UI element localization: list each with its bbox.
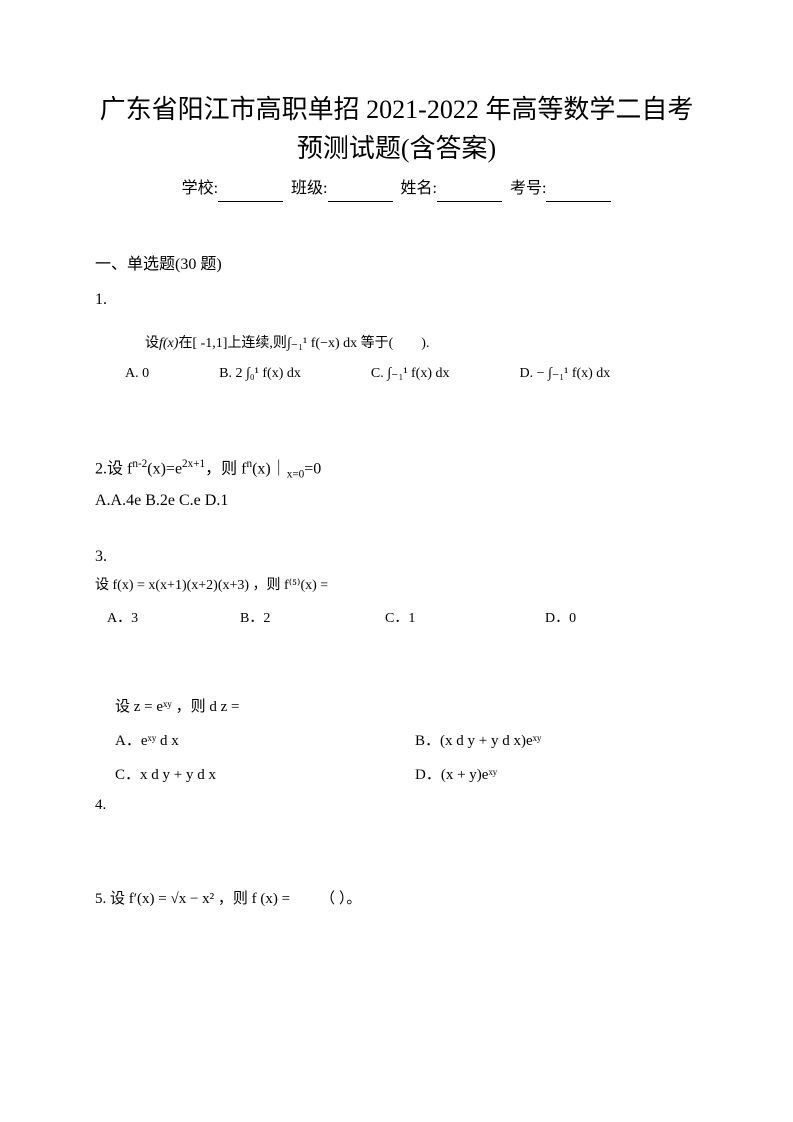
q4-number: 4. (95, 793, 698, 817)
name-label: 姓名: (401, 180, 437, 197)
q1-integral: ∫₋₁¹ f(−x) dx (287, 336, 357, 351)
q2-stem: 2.设 fn-2(x)=e2x+1，则 fn(x)｜x=0=0 (95, 456, 698, 484)
q5-number: 5. (95, 891, 106, 907)
q1-suffix: 等于( ). (361, 336, 430, 351)
q2-t1: 2.设 f (95, 460, 132, 477)
examno-blank (546, 186, 611, 202)
q1-stem: 设f(x)在[ -1,1]上连续,则∫₋₁¹ f(−x) dx 等于( ). (95, 333, 698, 355)
q1-options: A. 0 B. 2 ∫₀¹ f(x) dx C. ∫₋₁¹ f(x) dx D.… (95, 363, 698, 385)
q4-stem: 设 z = eˣʸ ，则 d z = (115, 695, 698, 719)
q2-sup2: 2x+1 (182, 458, 205, 470)
section-heading: 一、单选题(30 题) (95, 252, 698, 278)
school-blank (218, 186, 283, 202)
student-info-line: 学校: 班级: 姓名: 考号: (95, 176, 698, 202)
q3-option-b: B．2 (240, 608, 385, 630)
q3-number: 3. (95, 544, 698, 570)
page-title: 广东省阳江市高职单招 2021-2022 年高等数学二自考预测试题(含答案) (95, 90, 698, 168)
q2-block: 2.设 fn-2(x)=e2x+1，则 fn(x)｜x=0=0 A.A.4e B… (95, 456, 698, 514)
q4-option-b: B．(x d y + y d x)eˣʸ (415, 729, 541, 753)
q1-fx: f(x) (159, 336, 178, 351)
q1-option-b: B. 2 ∫₀¹ f(x) dx (219, 363, 301, 385)
school-label: 学校: (182, 180, 218, 197)
q2-t2: (x)=e (147, 460, 182, 477)
q2-options: A.A.4e B.2e C.e D.1 (95, 488, 698, 514)
q2-t4: (x)｜ (252, 460, 287, 477)
q4-option-d: D．(x + y)eˣʸ (415, 763, 497, 787)
q3-option-c: C．1 (385, 608, 545, 630)
q1-number: 1. (95, 287, 698, 313)
q3-option-a: A．3 (95, 608, 240, 630)
q3-block: 3. 设 f(x) = x(x+1)(x+2)(x+3) ，则 f⁽⁵⁾(x) … (95, 544, 698, 630)
q5-stem-a: 设 f′(x) = √x − x² ，则 f (x) = (110, 891, 290, 907)
q5-block: 5. 设 f′(x) = √x − x² ，则 f (x) = （ ）。 (95, 887, 698, 911)
q3-stem: 设 f(x) = x(x+1)(x+2)(x+3) ，则 f⁽⁵⁾(x) = (95, 575, 698, 597)
q2-t5: =0 (304, 460, 321, 477)
q5-stem-b: （ ）。 (320, 891, 361, 907)
q4-option-c: C．x d y + y d x (115, 763, 415, 787)
q1-prefix: 设 (145, 336, 159, 351)
q1-option-d: D. − ∫₋₁¹ f(x) dx (520, 363, 611, 385)
q3-option-d: D．0 (545, 608, 576, 630)
class-label: 班级: (291, 180, 327, 197)
q1-option-a: A. 0 (125, 363, 149, 385)
q2-t3: ，则 f (205, 460, 246, 477)
q4-option-a: A．eˣʸ d x (115, 729, 415, 753)
q1-option-c: C. ∫₋₁¹ f(x) dx (371, 363, 450, 385)
q1-mid: 在[ -1,1]上连续,则 (178, 336, 287, 351)
examno-label: 考号: (510, 180, 546, 197)
name-blank (437, 186, 502, 202)
q2-sup1: n-2 (132, 458, 147, 470)
q4-block: 设 z = eˣʸ ，则 d z = A．eˣʸ d x B．(x d y + … (95, 695, 698, 817)
q2-sub1: x=0 (287, 468, 305, 480)
class-blank (328, 186, 393, 202)
q3-options: A．3 B．2 C．1 D．0 (95, 608, 698, 630)
